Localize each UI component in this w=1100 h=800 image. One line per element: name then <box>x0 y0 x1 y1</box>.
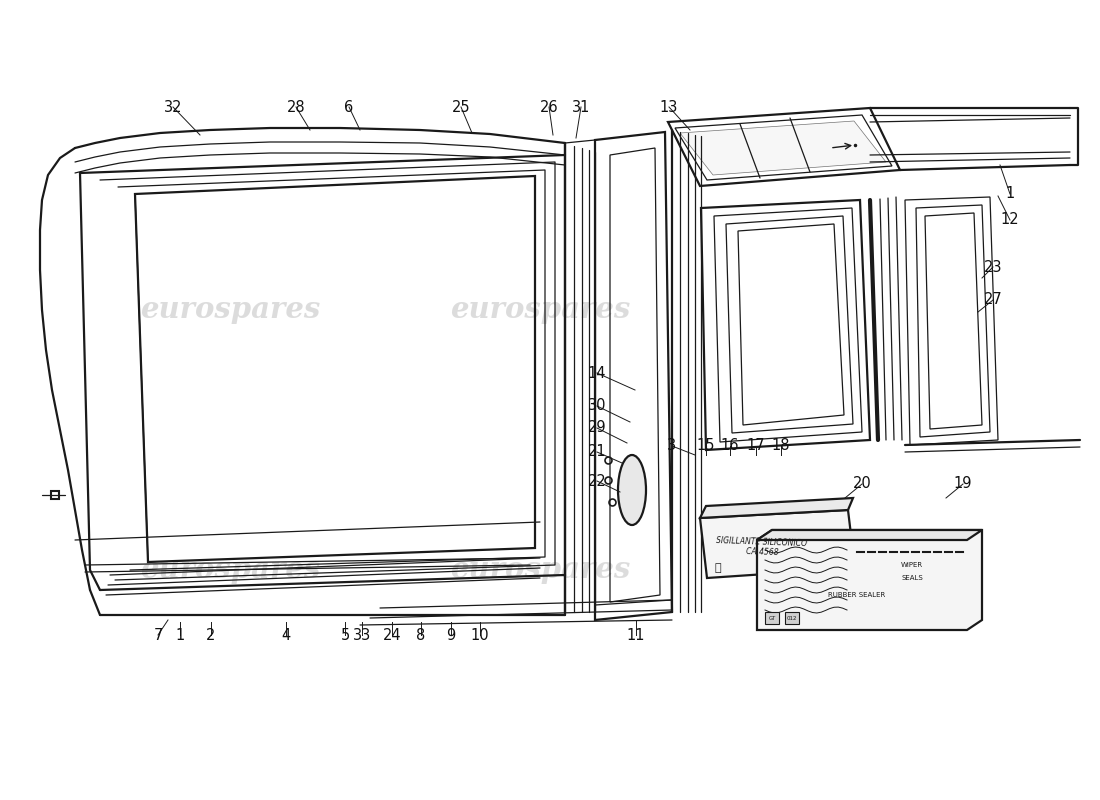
Text: 12: 12 <box>1001 213 1020 227</box>
Text: 1: 1 <box>1005 186 1014 202</box>
Text: 1: 1 <box>175 627 185 642</box>
Text: 27: 27 <box>983 293 1002 307</box>
Text: SEALS: SEALS <box>901 575 923 581</box>
Text: 19: 19 <box>954 477 972 491</box>
Text: 11: 11 <box>627 627 646 642</box>
Ellipse shape <box>618 455 646 525</box>
Text: 8: 8 <box>417 627 426 642</box>
Text: SIGILLANTE SILICONICO: SIGILLANTE SILICONICO <box>716 536 807 548</box>
Text: eurospares: eurospares <box>140 555 320 585</box>
Text: 28: 28 <box>287 99 306 114</box>
Text: 5: 5 <box>340 627 350 642</box>
Text: CA 4568: CA 4568 <box>746 547 779 557</box>
Text: 25: 25 <box>452 99 471 114</box>
Text: 26: 26 <box>540 99 559 114</box>
Text: 29: 29 <box>587 421 606 435</box>
Bar <box>764 612 779 624</box>
Text: 18: 18 <box>772 438 790 454</box>
Text: 14: 14 <box>587 366 606 381</box>
Text: RUBBER SEALER: RUBBER SEALER <box>828 592 886 598</box>
Text: GT: GT <box>769 615 776 621</box>
Text: 22: 22 <box>587 474 606 489</box>
Text: 9: 9 <box>447 627 455 642</box>
Text: 31: 31 <box>572 99 591 114</box>
Text: eurospares: eurospares <box>450 295 630 325</box>
Text: 23: 23 <box>983 259 1002 274</box>
Text: eurospares: eurospares <box>450 555 630 585</box>
Polygon shape <box>700 510 855 578</box>
Text: 17: 17 <box>747 438 766 454</box>
Polygon shape <box>680 121 886 175</box>
Text: 012: 012 <box>786 615 798 621</box>
Polygon shape <box>757 530 982 540</box>
Text: 33: 33 <box>353 627 371 642</box>
Text: 10: 10 <box>471 627 490 642</box>
Text: 24: 24 <box>383 627 402 642</box>
Polygon shape <box>757 530 982 630</box>
Text: WIPER: WIPER <box>901 562 923 568</box>
Bar <box>785 612 799 624</box>
Text: Ⓔ: Ⓔ <box>715 563 722 573</box>
Text: 3: 3 <box>668 438 676 454</box>
Text: 32: 32 <box>164 99 183 114</box>
Text: eurospares: eurospares <box>140 295 320 325</box>
Text: 2: 2 <box>207 627 216 642</box>
Text: 16: 16 <box>720 438 739 454</box>
Text: 30: 30 <box>587 398 606 414</box>
Text: 21: 21 <box>587 445 606 459</box>
Text: 13: 13 <box>660 99 679 114</box>
Text: 20: 20 <box>852 477 871 491</box>
Text: 4: 4 <box>282 627 290 642</box>
Polygon shape <box>700 498 852 518</box>
Text: 7: 7 <box>153 627 163 642</box>
Text: 15: 15 <box>696 438 715 454</box>
Text: 6: 6 <box>344 99 353 114</box>
